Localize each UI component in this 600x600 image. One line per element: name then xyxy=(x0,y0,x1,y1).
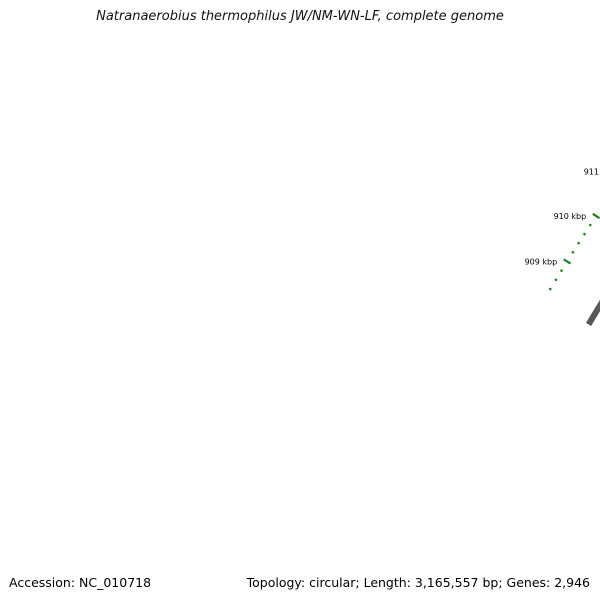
scale-tick-label: 911 kbp xyxy=(584,167,600,176)
scale-minor-tick xyxy=(588,223,592,227)
scale-minor-tick xyxy=(582,232,587,236)
scale-minor-tick xyxy=(554,278,558,282)
scale-major-tick xyxy=(563,258,572,265)
scale-minor-tick xyxy=(559,269,564,273)
scale-minor-tick xyxy=(548,287,552,291)
scale-major-tick xyxy=(592,212,600,220)
map-title: Natranaerobius thermophilus JW/NM-WN-LF,… xyxy=(96,9,504,24)
scale-tick-label: 909 kbp xyxy=(525,258,558,267)
scale-minor-tick xyxy=(577,241,581,245)
genome-backbone xyxy=(586,299,600,326)
scale-minor-tick xyxy=(571,250,575,254)
scale-tick-label: 910 kbp xyxy=(554,212,587,221)
genome-stats-label: Topology: circular; Length: 3,165,557 bp… xyxy=(246,575,590,590)
accession-label: Accession: NC_010718 xyxy=(9,575,152,590)
